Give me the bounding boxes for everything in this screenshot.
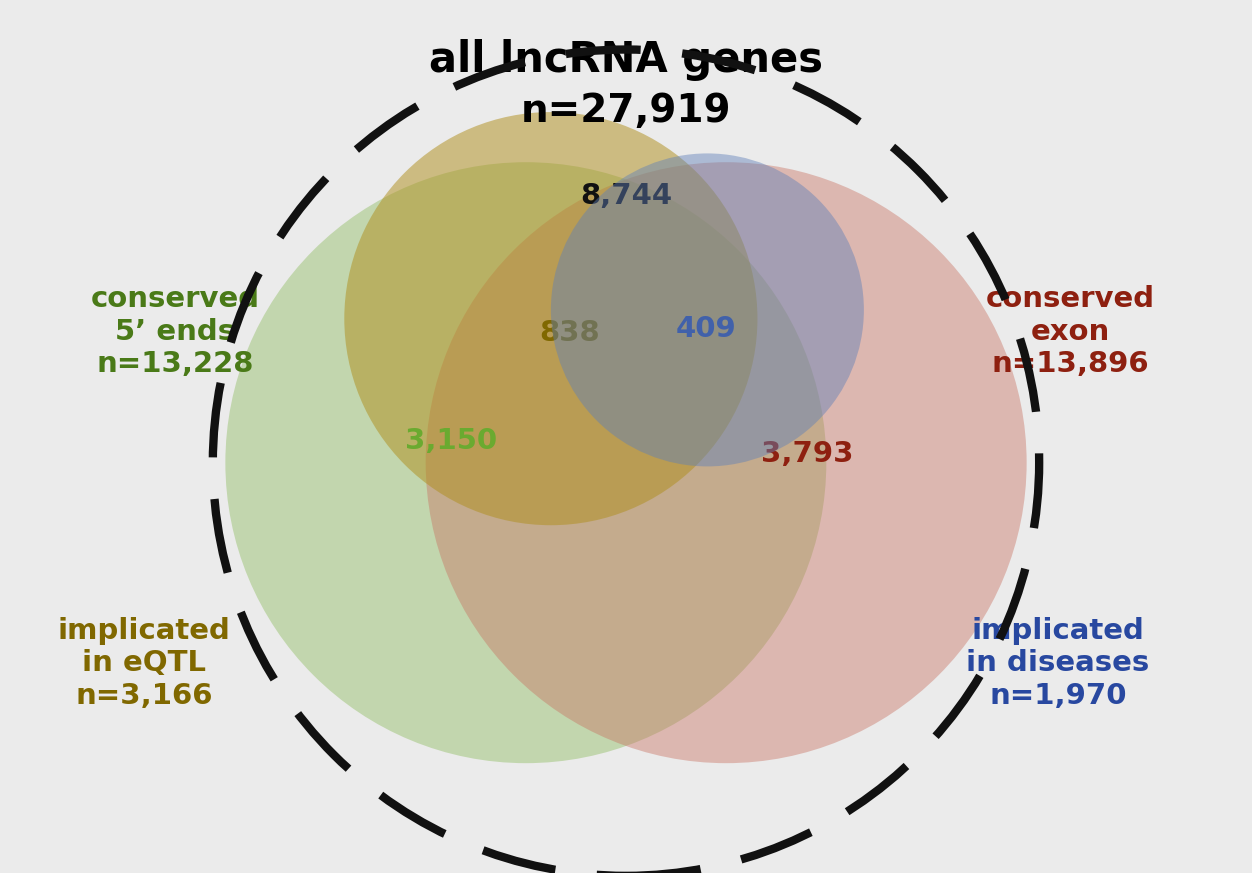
Text: 838: 838 [540, 320, 600, 347]
Text: implicated
in diseases
n=1,970: implicated in diseases n=1,970 [967, 617, 1149, 710]
Text: 8,744: 8,744 [580, 182, 672, 210]
Ellipse shape [551, 154, 864, 466]
Text: n=27,919: n=27,919 [521, 92, 731, 130]
Text: conserved
exon
n=13,896: conserved exon n=13,896 [985, 285, 1156, 378]
Text: all lncRNA genes: all lncRNA genes [429, 39, 823, 81]
Text: 3,150: 3,150 [404, 427, 497, 455]
Text: 409: 409 [676, 315, 736, 343]
Text: conserved
5’ ends
n=13,228: conserved 5’ ends n=13,228 [90, 285, 260, 378]
Text: implicated
in eQTL
n=3,166: implicated in eQTL n=3,166 [58, 617, 230, 710]
Text: 3,793: 3,793 [761, 440, 854, 468]
Ellipse shape [344, 112, 757, 526]
Ellipse shape [426, 162, 1027, 763]
Ellipse shape [225, 162, 826, 763]
